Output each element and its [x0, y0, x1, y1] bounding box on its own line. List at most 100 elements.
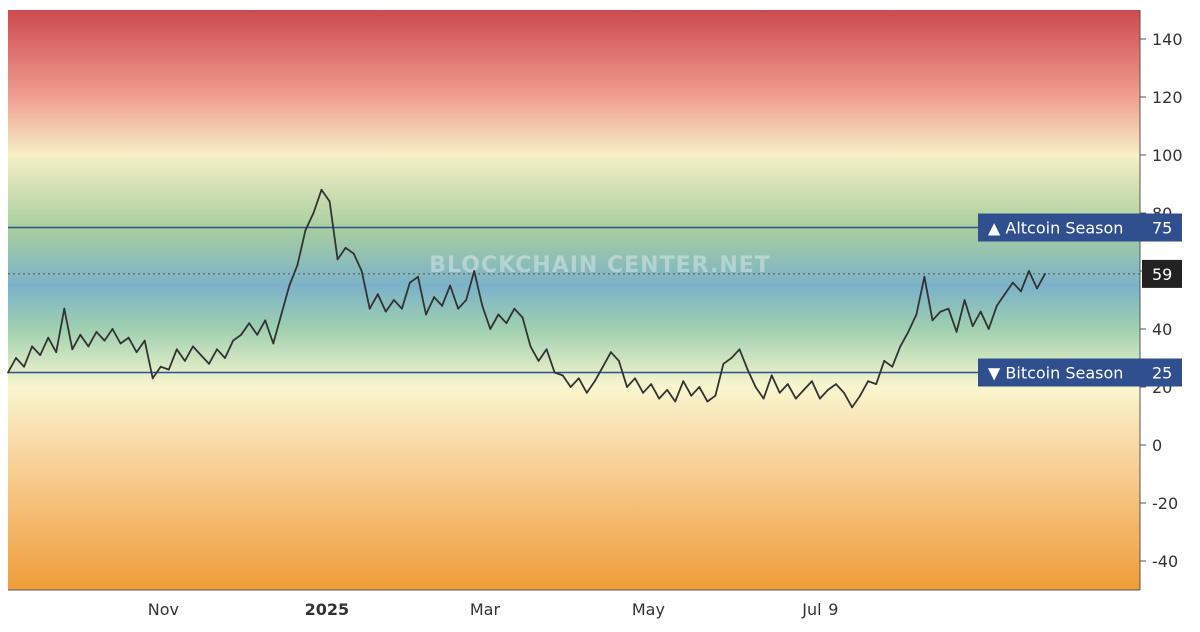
data-point [658, 397, 660, 400]
data-point [907, 331, 910, 333]
data-point [778, 391, 781, 394]
data-point [192, 345, 194, 348]
x-axis-ticks: Nov 2025 Mar May Jul 9 [148, 600, 839, 619]
data-point [851, 406, 853, 409]
data-point [352, 252, 355, 255]
data-point [923, 275, 926, 278]
data-point [393, 299, 395, 301]
data-point [521, 316, 524, 319]
data-point [457, 307, 460, 310]
x-tick-label: 2025 [305, 600, 350, 619]
data-point [738, 348, 741, 351]
data-point [304, 229, 307, 232]
data-point [1044, 273, 1046, 275]
data-point [947, 307, 950, 310]
data-point [368, 307, 371, 310]
data-point [843, 391, 845, 394]
data-point [497, 313, 500, 316]
data-point [891, 365, 894, 368]
data-point [240, 333, 243, 336]
data-point [835, 383, 837, 385]
data-point [867, 380, 869, 383]
data-point [875, 383, 878, 385]
y-axis-ticks: 140120100806040200-20-40 [1140, 30, 1183, 571]
series-line-0 [7, 188, 1046, 409]
data-point [409, 281, 411, 284]
data-point [401, 307, 403, 310]
data-point [272, 342, 275, 345]
data-point [650, 383, 652, 385]
data-point [1011, 281, 1014, 284]
data-point [730, 357, 733, 359]
data-point [441, 304, 443, 307]
data-point [585, 391, 588, 394]
data-point [698, 386, 701, 388]
data-point [561, 374, 564, 377]
data-point [71, 348, 74, 351]
data-point [634, 377, 636, 380]
tag-label: ▼ Bitcoin Season [988, 364, 1123, 383]
reference-tag-25: ▼ Bitcoin Season 25 [978, 358, 1182, 387]
data-point [602, 365, 604, 368]
data-point [963, 299, 966, 301]
data-point [63, 307, 66, 310]
data-point [425, 313, 427, 316]
data-point [264, 319, 267, 322]
data-point [344, 246, 347, 249]
data-point [473, 270, 476, 272]
data-point [433, 296, 435, 298]
data-point [786, 383, 789, 385]
data-point [481, 304, 484, 307]
data-point [545, 348, 548, 351]
data-point [899, 345, 902, 348]
data-point [151, 377, 154, 380]
data-point [746, 368, 749, 371]
data-point [529, 345, 532, 348]
data-point [288, 284, 291, 287]
data-point [328, 200, 331, 203]
data-point [159, 365, 162, 368]
data-point [95, 331, 98, 333]
x-tick-label: Nov [148, 600, 179, 619]
tag-value: 75 [1152, 219, 1172, 238]
data-point [23, 365, 25, 368]
tag-box [978, 213, 1182, 242]
data-point [513, 307, 516, 310]
data-point [465, 299, 468, 301]
data-point [79, 333, 82, 336]
data-point [754, 386, 757, 388]
reference-tags: ▲ Altcoin Season 75 ▼ Bitcoin Season 25 59 [978, 213, 1182, 387]
data-point [955, 331, 958, 333]
data-point [1028, 270, 1030, 272]
data-point [674, 400, 677, 403]
current-value-label: 59 [1152, 265, 1172, 284]
data-point [762, 397, 765, 400]
y-tick-label: 140 [1152, 30, 1183, 49]
data-point [802, 389, 805, 391]
data-point [1020, 290, 1022, 293]
data-point [280, 313, 283, 316]
data-point [31, 345, 33, 348]
data-point [111, 328, 114, 330]
y-tick-label: 100 [1152, 146, 1183, 165]
plot-background [8, 10, 1140, 590]
y-tick-label: -20 [1152, 494, 1178, 513]
data-point [1036, 287, 1038, 290]
data-point [336, 258, 339, 261]
data-point [256, 333, 259, 336]
tag-label: ▲ Altcoin Season [988, 219, 1123, 238]
data-point [449, 284, 451, 287]
data-point [714, 394, 717, 397]
data-point [682, 380, 685, 383]
data-point [143, 339, 146, 342]
y-tick-label: -40 [1152, 552, 1178, 571]
data-point [939, 310, 942, 313]
data-point [987, 328, 990, 330]
data-point [127, 336, 130, 339]
data-point [618, 360, 620, 362]
data-point [537, 360, 540, 362]
data-point [553, 371, 556, 374]
data-point [569, 386, 572, 388]
data-point [979, 310, 982, 313]
